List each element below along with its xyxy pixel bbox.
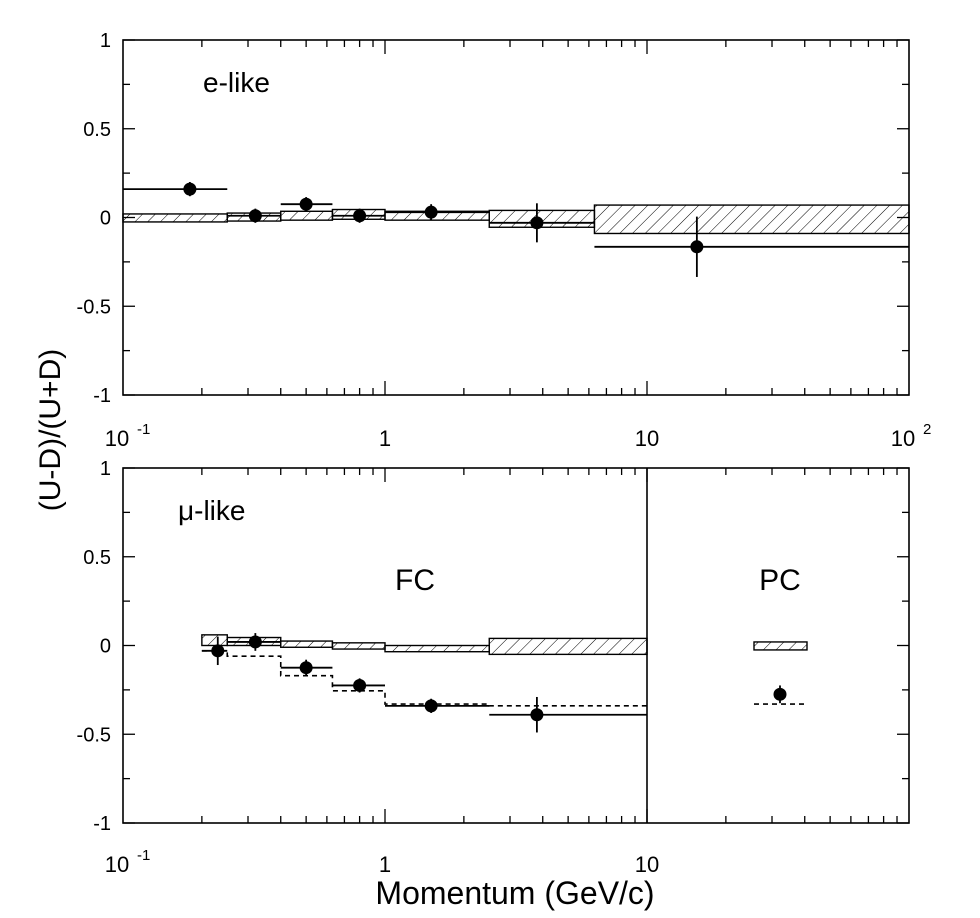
bottom-oscillation-steps (201, 650, 647, 707)
mc-band (488, 637, 648, 656)
data-point (248, 635, 262, 649)
mc-band (331, 642, 386, 650)
top-panel-annotation: e-like (203, 67, 270, 98)
x-tick-label: 1 (379, 426, 391, 451)
x-axis-title: Momentum (GeV/c) (375, 875, 654, 911)
bottom-axis-ticks (123, 467, 909, 824)
data-point (248, 209, 262, 223)
y-tick-label: 0 (100, 208, 111, 230)
x-tick-label: 10 (891, 426, 915, 451)
data-point (353, 209, 367, 223)
x-tick-label: 10 (635, 852, 659, 877)
x-tick-label: 10 (635, 426, 659, 451)
data-point (530, 708, 544, 722)
mc-band (122, 213, 228, 223)
x-tick-exponent: 2 (923, 421, 931, 438)
mc-band (593, 204, 910, 235)
bottom-x-tick-labels: 10 -1 1 10 (105, 847, 659, 877)
pc-region-label: PC (759, 564, 801, 597)
y-tick-label: -1 (93, 385, 111, 407)
oscillation-step-line (201, 650, 647, 707)
data-point (424, 699, 438, 713)
mc-band (201, 634, 228, 647)
data-point (690, 240, 704, 254)
fc-region-label: FC (395, 564, 435, 597)
y-tick-label: 1 (100, 458, 111, 480)
pc-mc-band (753, 641, 808, 651)
x-tick-label: 10 (105, 852, 129, 877)
data-point (353, 678, 367, 692)
data-point (299, 661, 313, 675)
y-axis-title: (U-D)/(U+D) (34, 349, 67, 511)
data-point (183, 182, 197, 196)
x-tick-label: 1 (379, 852, 391, 877)
top-axis-ticks (123, 39, 909, 396)
bottom-data-points (201, 633, 647, 733)
x-tick-exponent: -1 (137, 421, 150, 438)
bottom-y-tick-labels: 1 0.5 0 -0.5 -1 (77, 458, 111, 835)
top-x-tick-labels: 10 -1 1 10 10 2 (105, 421, 932, 451)
y-tick-label: 1 (100, 30, 111, 52)
top-mc-bands (122, 204, 910, 235)
data-point (211, 644, 225, 658)
data-point (530, 216, 544, 230)
y-tick-label: -1 (93, 813, 111, 835)
y-tick-label: -0.5 (77, 724, 111, 746)
y-tick-label: -0.5 (77, 296, 111, 318)
top-data-points (123, 182, 909, 277)
x-tick-exponent: -1 (137, 847, 150, 864)
y-tick-label: 0.5 (83, 547, 111, 569)
top-y-tick-labels: 1 0.5 0 -0.5 -1 (77, 30, 111, 407)
x-tick-label: 10 (105, 426, 129, 451)
bottom-panel-annotation: μ-like (178, 495, 245, 526)
data-point (424, 205, 438, 219)
data-point (299, 197, 313, 211)
y-tick-label: 0 (100, 636, 111, 658)
pc-data (753, 641, 808, 705)
bottom-panel-mu-like: μ-like FC PC 1 0.5 0 -0.5 -1 10 -1 1 10 (77, 458, 910, 877)
mc-band (280, 210, 334, 221)
mc-band (384, 644, 490, 653)
mc-band (280, 640, 334, 648)
y-tick-label: 0.5 (83, 119, 111, 141)
bottom-mc-bands (201, 634, 648, 656)
top-panel-e-like: e-like 1 0.5 0 -0.5 -1 10 -1 1 10 10 2 (77, 30, 932, 451)
pc-data-point (773, 687, 787, 701)
